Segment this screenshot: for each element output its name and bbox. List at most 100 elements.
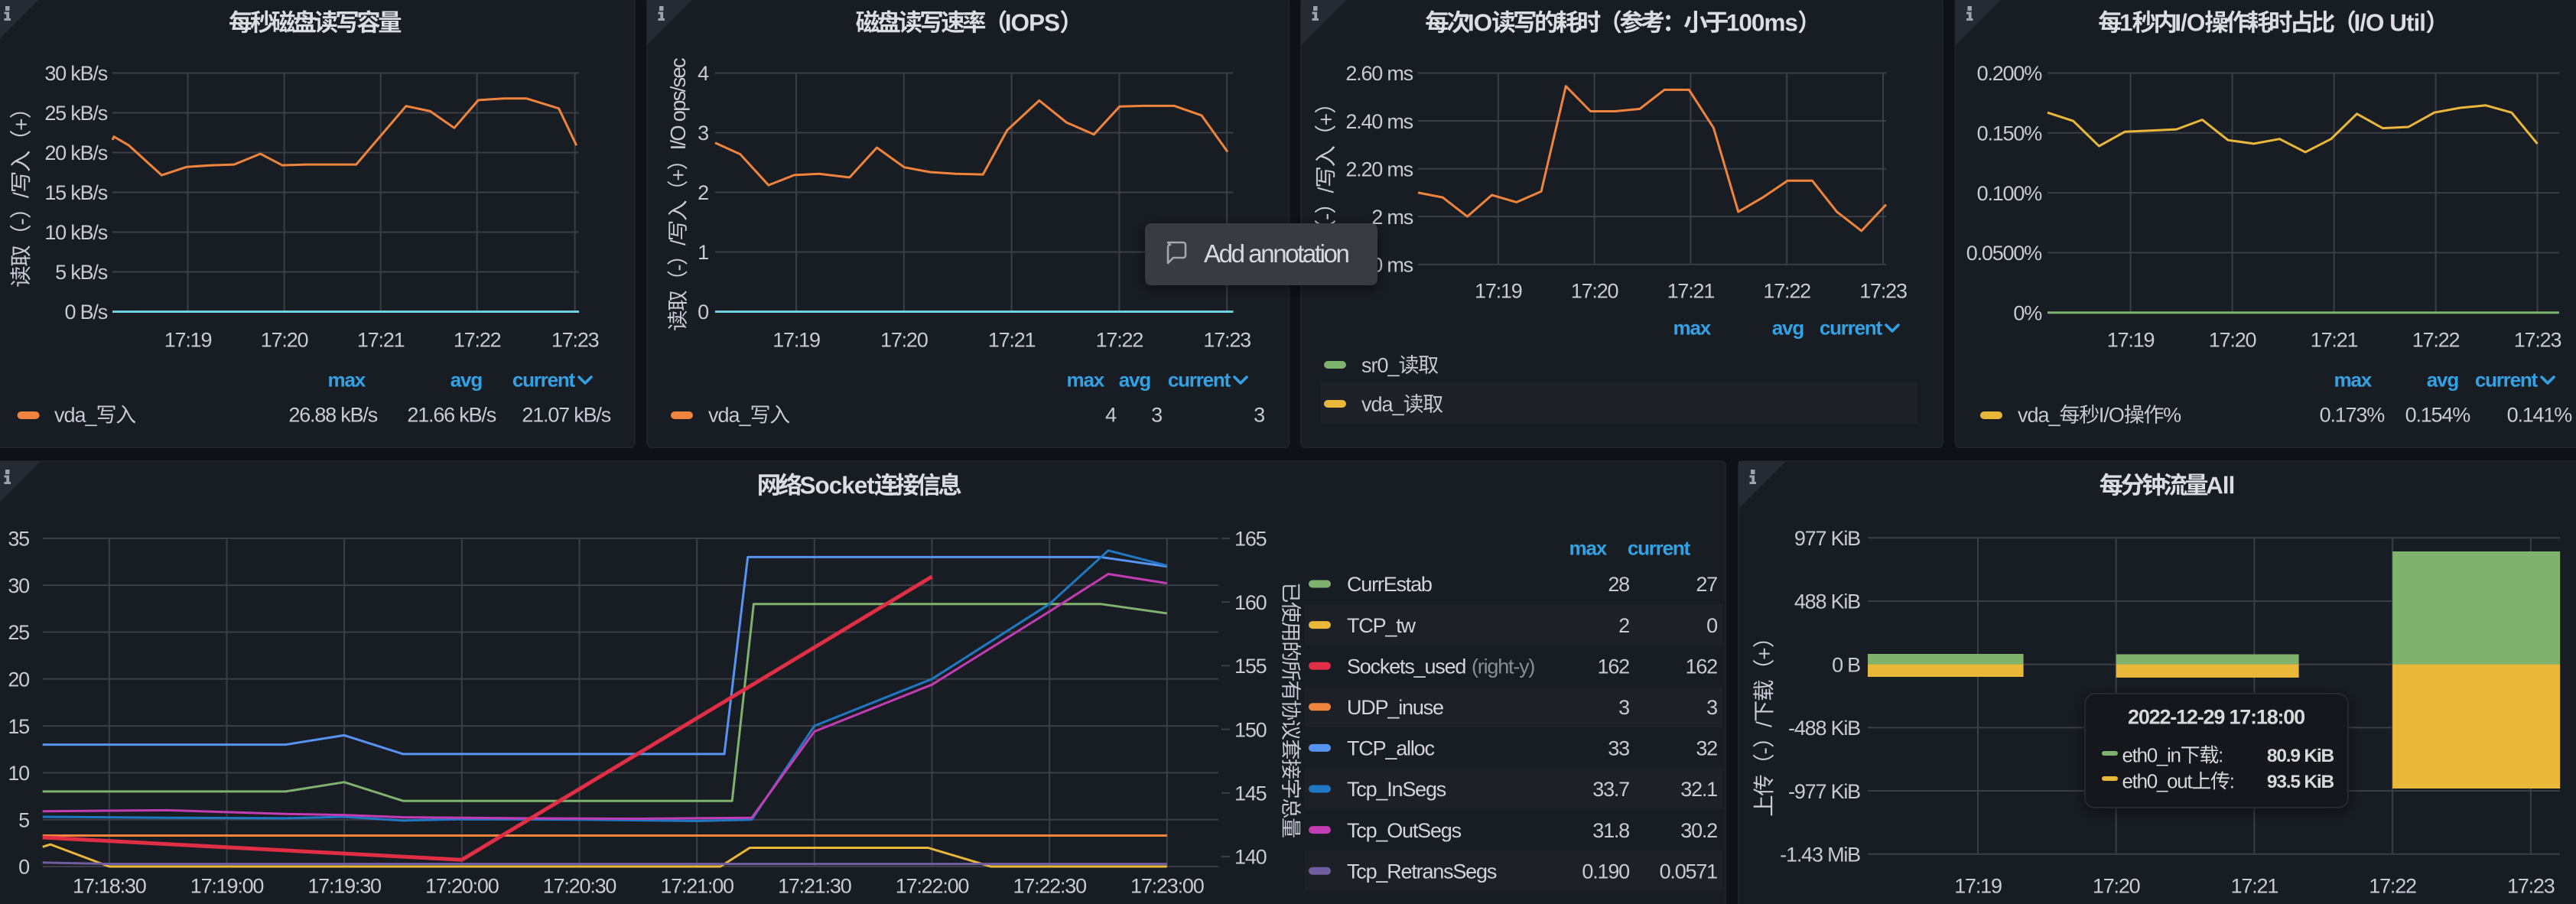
- svg-text:165: 165: [1234, 528, 1267, 551]
- svg-text:17:23: 17:23: [2514, 329, 2561, 352]
- svg-text:Tcp_InSegs: Tcp_InSegs: [1347, 778, 1446, 801]
- svg-text:current: current: [1820, 316, 1883, 339]
- svg-text:2022-12-29 17:18:00: 2022-12-29 17:18:00: [2128, 706, 2304, 729]
- svg-text:17:18:30: 17:18:30: [73, 875, 146, 898]
- svg-text:20: 20: [8, 668, 29, 691]
- svg-text:Tcp_OutSegs: Tcp_OutSegs: [1347, 819, 1462, 842]
- svg-text:2.20 ms: 2.20 ms: [1345, 158, 1413, 180]
- svg-text:current: current: [1628, 536, 1691, 559]
- svg-text:UDP_inuse: UDP_inuse: [1347, 696, 1443, 719]
- svg-text:avg: avg: [450, 368, 483, 391]
- svg-text:15 kB/s: 15 kB/s: [44, 181, 107, 204]
- svg-text:10 kB/s: 10 kB/s: [44, 221, 107, 244]
- svg-text:4: 4: [1105, 404, 1117, 427]
- svg-text:17:20: 17:20: [261, 329, 308, 352]
- svg-text:2.60 ms: 2.60 ms: [1345, 62, 1413, 85]
- svg-text:2 ms: 2 ms: [1371, 206, 1413, 229]
- svg-text:17:19: 17:19: [1954, 875, 2002, 898]
- svg-text:2.40 ms: 2.40 ms: [1345, 110, 1413, 133]
- svg-text:162: 162: [1598, 655, 1630, 678]
- svg-text:27: 27: [1696, 573, 1717, 596]
- svg-text:17:19: 17:19: [164, 329, 212, 352]
- svg-text:30 kB/s: 30 kB/s: [44, 62, 107, 85]
- svg-text:17:22:30: 17:22:30: [1013, 875, 1086, 898]
- svg-text:17:19: 17:19: [2107, 329, 2155, 352]
- svg-text:3: 3: [698, 122, 708, 145]
- svg-text:80.9 KiB: 80.9 KiB: [2267, 746, 2334, 766]
- svg-text:-977 KiB: -977 KiB: [1788, 780, 1860, 803]
- svg-text:-488 KiB: -488 KiB: [1788, 717, 1860, 740]
- svg-text:10: 10: [8, 762, 29, 785]
- svg-text:160: 160: [1234, 591, 1267, 614]
- svg-text:17:22: 17:22: [2369, 875, 2416, 898]
- svg-text:avg: avg: [1772, 316, 1804, 339]
- svg-text:0.200%: 0.200%: [1977, 62, 2043, 85]
- svg-text:20 kB/s: 20 kB/s: [44, 141, 107, 164]
- svg-text:26.88 kB/s: 26.88 kB/s: [288, 404, 377, 427]
- svg-text:0%: 0%: [2013, 301, 2042, 324]
- svg-text:0: 0: [1706, 614, 1717, 637]
- svg-text:17:23:00: 17:23:00: [1130, 875, 1204, 898]
- svg-text:93.5 KiB: 93.5 KiB: [2267, 772, 2334, 792]
- svg-text:0.154%: 0.154%: [2405, 404, 2471, 427]
- svg-text:31.8: 31.8: [1592, 819, 1629, 842]
- svg-text:current: current: [512, 368, 576, 391]
- svg-text:150: 150: [1234, 718, 1267, 741]
- svg-text:0: 0: [18, 856, 29, 879]
- svg-text:32.1: 32.1: [1680, 778, 1717, 801]
- svg-text:avg: avg: [1119, 368, 1151, 391]
- svg-text:17:22: 17:22: [1096, 329, 1143, 352]
- svg-text:140: 140: [1234, 846, 1267, 869]
- svg-text:17:20:00: 17:20:00: [425, 875, 499, 898]
- svg-text:17:23: 17:23: [1203, 329, 1251, 352]
- svg-text:max: max: [1673, 316, 1712, 339]
- svg-text:17:21: 17:21: [988, 329, 1036, 352]
- svg-text:17:20: 17:20: [1571, 280, 1618, 303]
- svg-text:2: 2: [698, 181, 708, 204]
- svg-text:max: max: [1067, 368, 1105, 391]
- svg-text:1: 1: [698, 241, 708, 264]
- svg-text:avg: avg: [2427, 368, 2459, 391]
- svg-text:0.100%: 0.100%: [1977, 182, 2043, 205]
- svg-text:17:21: 17:21: [2231, 875, 2278, 898]
- svg-text:17:19:00: 17:19:00: [190, 875, 264, 898]
- svg-text:TCP_tw: TCP_tw: [1347, 614, 1416, 637]
- svg-text:TCP_alloc: TCP_alloc: [1347, 737, 1434, 760]
- svg-text:17:22:00: 17:22:00: [896, 875, 969, 898]
- svg-text:155: 155: [1234, 655, 1267, 678]
- svg-text:0.190: 0.190: [1582, 860, 1629, 883]
- svg-text:17:21: 17:21: [357, 329, 405, 352]
- svg-text:17:23: 17:23: [551, 329, 599, 352]
- svg-text:30: 30: [8, 574, 29, 597]
- svg-text:0.141%: 0.141%: [2507, 404, 2573, 427]
- svg-text:3: 3: [1706, 696, 1717, 719]
- svg-text:max: max: [1569, 536, 1608, 559]
- svg-text:145: 145: [1234, 782, 1267, 805]
- svg-text:3: 3: [1618, 696, 1629, 719]
- svg-text:488 KiB: 488 KiB: [1794, 590, 1860, 613]
- svg-text:17:21:30: 17:21:30: [778, 875, 851, 898]
- svg-text:35: 35: [8, 528, 29, 551]
- svg-text:17:21: 17:21: [2311, 329, 2358, 352]
- svg-text:0.0571: 0.0571: [1660, 860, 1718, 883]
- svg-text:0: 0: [698, 301, 708, 324]
- svg-text:17:19: 17:19: [772, 329, 820, 352]
- svg-text:33: 33: [1608, 737, 1629, 760]
- svg-text:17:23: 17:23: [1859, 280, 1907, 303]
- svg-text:3: 3: [1151, 404, 1162, 427]
- svg-text:162: 162: [1686, 655, 1718, 678]
- svg-text:17:20: 17:20: [880, 329, 928, 352]
- svg-text:0 B/s: 0 B/s: [64, 301, 107, 324]
- svg-text:0.0500%: 0.0500%: [1966, 242, 2042, 265]
- svg-text:Sockets_used: Sockets_used: [1347, 655, 1465, 678]
- svg-text:17:22: 17:22: [1763, 280, 1810, 303]
- svg-text:32: 32: [1696, 737, 1717, 760]
- svg-text:17:19:30: 17:19:30: [307, 875, 381, 898]
- svg-text:2: 2: [1618, 614, 1629, 637]
- svg-text:977 KiB: 977 KiB: [1794, 527, 1860, 550]
- svg-text:Add annotation: Add annotation: [1204, 239, 1348, 268]
- svg-text:30.2: 30.2: [1680, 819, 1717, 842]
- svg-text:max: max: [2334, 368, 2373, 391]
- svg-text:28: 28: [1608, 573, 1629, 596]
- svg-text:5: 5: [18, 808, 29, 831]
